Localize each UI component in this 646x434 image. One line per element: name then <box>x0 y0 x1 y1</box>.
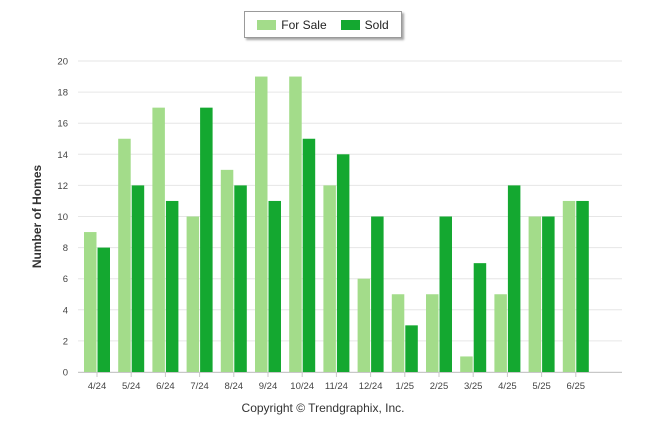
y-tick-label: 0 <box>63 368 68 379</box>
x-tick-label: 6/24 <box>156 381 175 392</box>
bar-for-sale <box>220 169 234 372</box>
x-tick-label: 4/25 <box>498 381 517 392</box>
y-tick-label: 6 <box>63 274 68 285</box>
bar-sold <box>473 263 487 372</box>
bar-sold <box>439 216 452 372</box>
x-tick-label: 12/24 <box>359 381 383 392</box>
bar-sold <box>302 138 316 372</box>
bar-for-sale <box>186 216 200 372</box>
bar-sold <box>371 216 384 372</box>
bar-for-sale <box>562 200 576 372</box>
legend-item-for-sale[interactable]: For Sale <box>257 17 327 32</box>
bar-for-sale <box>494 294 507 372</box>
y-axis-title: Number of Homes <box>30 165 44 269</box>
bar-for-sale <box>391 294 405 372</box>
y-tick-label: 10 <box>57 212 68 223</box>
copyright-text: Copyright © Trendgraphix, Inc. <box>241 401 405 415</box>
bar-for-sale <box>118 138 131 372</box>
bar-sold <box>97 247 110 372</box>
x-tick-label: 11/24 <box>325 381 348 392</box>
x-tick-label: 10/24 <box>290 381 314 392</box>
bar-for-sale <box>255 76 268 373</box>
bar-sold <box>336 154 350 372</box>
legend-item-sold[interactable]: Sold <box>340 17 389 32</box>
legend-swatch-for-sale <box>257 19 277 30</box>
bar-sold <box>576 200 589 372</box>
x-tick-label: 1/25 <box>396 381 415 392</box>
bar-for-sale <box>289 76 302 373</box>
chart-legend: For Sale Sold <box>244 11 402 38</box>
y-tick-label: 4 <box>63 305 68 316</box>
bar-for-sale <box>152 107 165 373</box>
y-tick-label: 14 <box>57 150 68 161</box>
x-tick-label: 8/24 <box>225 381 244 392</box>
y-tick-label: 2 <box>63 336 68 347</box>
bar-sold <box>165 200 179 372</box>
bar-for-sale <box>460 356 473 372</box>
y-tick-label: 16 <box>57 119 68 130</box>
bar-sold <box>200 107 213 373</box>
legend-label-sold: Sold <box>364 17 389 32</box>
x-tick-label: 9/24 <box>259 381 278 392</box>
bar-for-sale <box>357 278 371 372</box>
x-tick-label: 5/24 <box>122 381 141 392</box>
bar-sold <box>131 185 145 372</box>
x-tick-label: 6/25 <box>567 381 586 392</box>
x-tick-label: 2/25 <box>430 381 449 392</box>
y-tick-label: 12 <box>57 181 68 192</box>
x-tick-label: 7/24 <box>190 381 209 392</box>
y-tick-label: 20 <box>57 57 68 68</box>
x-tick-label: 3/25 <box>464 381 483 392</box>
y-tick-label: 8 <box>63 243 68 254</box>
bar-for-sale <box>426 294 439 372</box>
bar-sold <box>234 185 247 372</box>
bar-for-sale <box>323 185 336 372</box>
y-tick-label: 18 <box>57 88 68 99</box>
bar-sold <box>507 185 521 372</box>
bar-sold <box>542 216 555 372</box>
bar-sold <box>268 200 281 372</box>
bar-for-sale <box>528 216 542 372</box>
x-tick-label: 4/24 <box>88 381 107 392</box>
legend-label-for-sale: For Sale <box>281 17 327 32</box>
legend-swatch-sold <box>340 19 360 30</box>
bar-for-sale <box>84 232 97 372</box>
x-tick-label: 5/25 <box>532 381 551 392</box>
bar-sold <box>405 325 418 372</box>
